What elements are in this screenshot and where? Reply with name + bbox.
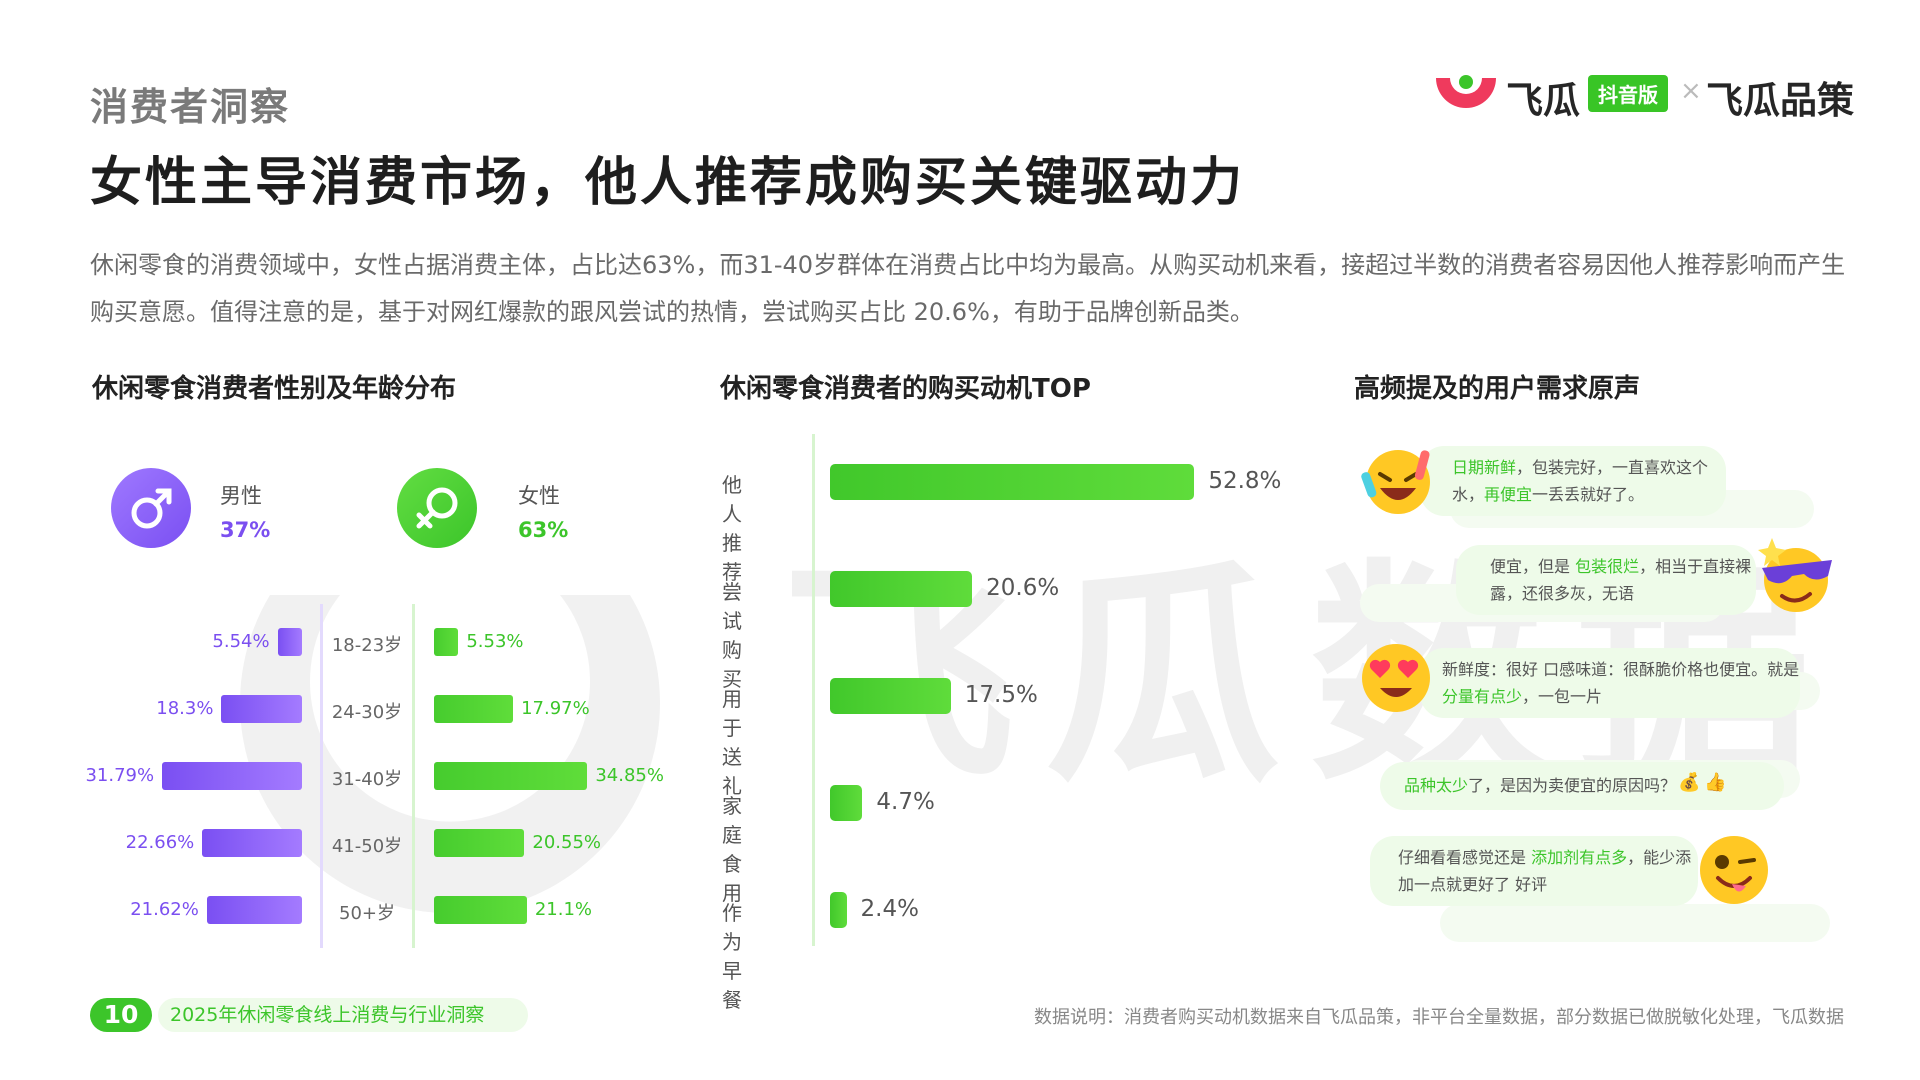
quote-text: 便宜，但是 包装很烂，相当于直接裸露，还很多灰，无语 (1490, 557, 1752, 603)
age-bar-male (206, 896, 302, 924)
watermark-logo-ring (240, 595, 661, 914)
age-bar-female (434, 829, 525, 857)
motivation-bar (830, 678, 951, 714)
data-note: 数据说明：消费者购买动机数据来自飞瓜品策，非平台全量数据，部分数据已做脱敏化处理… (1034, 1007, 1844, 1028)
age-bar-female (434, 628, 459, 656)
female-label: 女性 (518, 484, 560, 508)
quote-text: 品种太少了，是因为卖便宜的原因吗？ (1404, 776, 1677, 795)
age-bar-female (434, 762, 588, 790)
quote-bubble-1: 日期新鲜，包装完好，一直喜欢这个水，再便宜一丢丢就好了。 (1420, 446, 1726, 516)
motivation-bar (830, 571, 973, 607)
age-bar-female (434, 695, 514, 723)
logo-badge-douyin: 抖音版 (1588, 75, 1668, 112)
quote-bubble-3: 新鲜度：很好 口感味道：很酥脆价格也便宜。就是 分量有点少，一包一片 (1420, 648, 1800, 718)
age-bar-male (277, 628, 302, 656)
male-label: 男性 (220, 484, 262, 508)
quote-bubble-2: 便宜，但是 包装很烂，相当于直接裸露，还很多灰，无语 (1456, 545, 1756, 615)
motivation-value-label: 17.5% (964, 682, 1038, 708)
intro-paragraph: 休闲零食的消费领域中，女性占据消费主体，占比达63%，而31-40岁群体在消费占… (90, 251, 1846, 326)
thumbs-up-icon: 👍 (1704, 772, 1727, 793)
age-category-label: 24-30岁 (331, 702, 403, 723)
female-axis-line (412, 604, 415, 948)
age-value-female: 5.53% (466, 631, 524, 652)
ghost-bubble (1440, 904, 1830, 942)
motivation-value-label: 52.8% (1208, 468, 1282, 494)
logo-brand-feigua: 飞瓜 (1506, 79, 1580, 122)
male-axis-line (320, 604, 323, 948)
age-bar-male (162, 762, 302, 790)
motivation-category-label: 尝试购买 (722, 580, 742, 691)
heart-eyes-emoji-icon (1362, 644, 1430, 712)
motivation-chart-title: 休闲零食消费者的购买动机TOP (720, 374, 1091, 404)
logo-separator: × (1680, 76, 1702, 106)
footer-report-title: 2025年休闲零食线上消费与行业洞察 (158, 998, 528, 1032)
male-value: 37% (220, 518, 271, 542)
motivation-bar (830, 892, 847, 928)
age-value-female: 34.85% (595, 765, 664, 786)
quotes-title: 高频提及的用户需求原声 (1354, 374, 1641, 404)
page-number: 10 (90, 998, 152, 1032)
motivation-value-label: 2.4% (860, 896, 919, 922)
male-icon (111, 468, 191, 548)
quote-text: 日期新鲜，包装完好，一直喜欢这个水，再便宜一丢丢就好了。 (1452, 458, 1709, 504)
age-value-female: 20.55% (532, 832, 602, 853)
motivation-value-label: 20.6% (986, 575, 1060, 601)
age-bar-male (202, 829, 302, 857)
quote-bubble-4: 品种太少了，是因为卖便宜的原因吗？ (1380, 762, 1784, 810)
age-value-male: 31.79% (85, 765, 155, 786)
age-category-label: 31-40岁 (331, 769, 403, 790)
quote-bubble-5: 仔细看看感觉还是 添加剂有点多，能少添加一点就更好了 好评 (1370, 836, 1698, 906)
motivation-bar (830, 785, 863, 821)
feigua-logo-icon (1436, 75, 1496, 108)
quote-text: 仔细看看感觉还是 添加剂有点多，能少添加一点就更好了 好评 (1398, 848, 1692, 894)
section-label: 消费者洞察 (90, 85, 291, 129)
page-title: 女性主导消费市场，他人推荐成购买关键驱动力 (90, 153, 1246, 213)
female-icon (397, 468, 477, 548)
age-category-label: 41-50岁 (331, 836, 403, 857)
age-value-female: 21.1% (534, 899, 593, 920)
motivation-bar (830, 464, 1195, 500)
quote-text: 新鲜度：很好 口感味道：很酥脆价格也便宜。就是 分量有点少，一包一片 (1442, 660, 1800, 706)
laughing-emoji-icon (1361, 450, 1430, 514)
age-bar-female (434, 896, 527, 924)
age-bar-male (221, 695, 302, 723)
age-category-label: 18-23岁 (331, 635, 403, 656)
motivation-category-label: 他人推荐 (722, 473, 742, 584)
age-value-male: 21.62% (130, 899, 199, 920)
age-value-male: 22.66% (125, 832, 195, 853)
logo-brand-pince: 飞瓜品策 (1706, 79, 1854, 122)
motivation-category-label: 作为早餐 (722, 901, 742, 1012)
money-bag-icon: 💰 (1678, 772, 1701, 793)
motivation-category-label: 用于送礼 (722, 687, 742, 798)
age-value-male: 18.3% (156, 698, 214, 719)
age-category-label: 50+岁 (339, 903, 395, 924)
age-value-female: 17.97% (521, 698, 590, 719)
age-value-male: 5.54% (212, 631, 270, 652)
gender-age-chart-title: 休闲零食消费者性别及年龄分布 (92, 374, 457, 404)
motivation-value-label: 4.7% (876, 789, 935, 815)
motivation-category-label: 家庭食用 (722, 794, 742, 905)
sunglasses-emoji-icon (1758, 538, 1832, 612)
winking-emoji-icon (1700, 836, 1768, 904)
female-value: 63% (518, 518, 569, 542)
motivation-axis-line (812, 434, 815, 946)
